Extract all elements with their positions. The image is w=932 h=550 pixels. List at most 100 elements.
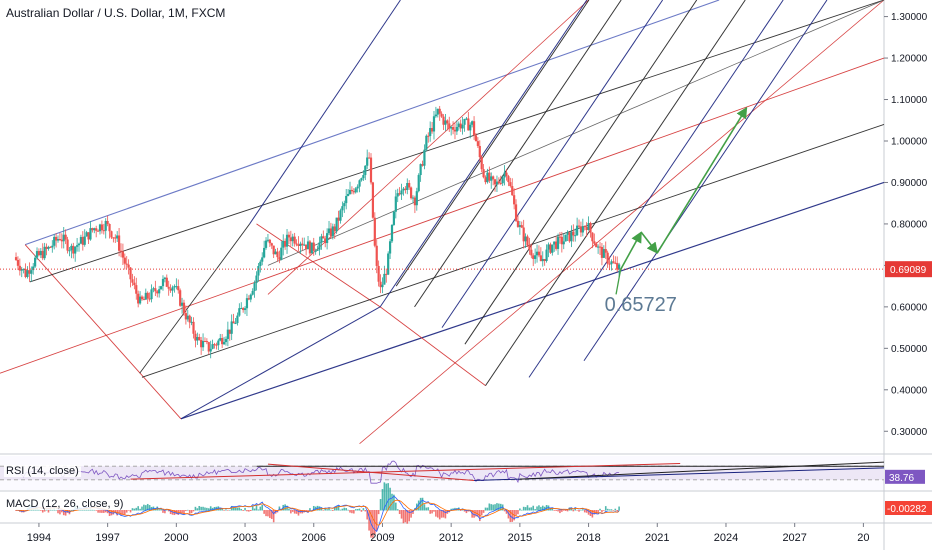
macd-histogram-bar <box>311 510 313 511</box>
candle-body <box>238 308 241 316</box>
candle-body <box>257 266 260 276</box>
macd-histogram-bar <box>236 507 239 511</box>
macd-histogram-bar <box>167 510 170 512</box>
candle-body <box>425 135 428 150</box>
candle-body <box>58 239 62 241</box>
candle-body <box>167 286 170 289</box>
macd-histogram-bar <box>604 506 607 511</box>
macd-histogram-bar <box>587 510 590 515</box>
macd-histogram-bar <box>122 510 124 515</box>
time-tick-label: 1997 <box>95 532 119 544</box>
candle-body <box>528 245 531 250</box>
macd-histogram-bar <box>192 510 195 512</box>
time-tick-label: 2015 <box>508 532 532 544</box>
time-tick-label: 2000 <box>164 532 188 544</box>
candle-body <box>535 251 539 256</box>
macd-histogram-bar <box>93 509 96 511</box>
macd-histogram-bar <box>614 508 617 511</box>
macd-histogram-bar <box>580 509 582 511</box>
candle-body <box>66 239 69 251</box>
candle-body <box>211 344 214 349</box>
candle-body <box>192 321 195 334</box>
macd-histogram-bar <box>190 510 193 514</box>
candle-body <box>158 289 161 294</box>
candle-body <box>442 116 445 125</box>
macd-histogram-bar <box>55 509 57 511</box>
candle-body <box>367 157 371 159</box>
macd-histogram-bar <box>103 510 105 513</box>
time-tick-label: 2003 <box>233 532 257 544</box>
candle-body <box>253 283 256 291</box>
candle-body <box>396 193 399 197</box>
candle-body <box>89 228 92 240</box>
candle-body <box>43 246 46 259</box>
annotation-pointer <box>615 269 622 295</box>
candle-body <box>350 189 354 192</box>
candle-body <box>369 157 373 183</box>
candle-body <box>358 180 361 187</box>
fork-tine-6 <box>464 0 698 345</box>
macd-histogram-bar <box>59 510 61 515</box>
macd-histogram-bar <box>221 508 223 511</box>
candle-body <box>476 141 479 146</box>
macd-histogram-bar <box>213 506 216 511</box>
macd-label[interactable]: MACD (12, 26, close, 9) <box>4 498 126 510</box>
candle-body <box>388 241 392 254</box>
macd-histogram-bar <box>494 504 496 511</box>
macd-histogram-bar <box>526 505 529 511</box>
macd-histogram-bar <box>188 510 191 514</box>
candle-body <box>30 270 33 274</box>
macd-histogram-bar <box>238 507 241 511</box>
candle-body <box>287 234 291 238</box>
macd-histogram-bar <box>423 504 426 511</box>
candle-body <box>188 315 191 323</box>
candle-body <box>409 187 413 199</box>
macd-histogram-bar <box>345 508 347 511</box>
candle-body <box>226 329 229 339</box>
median-line-1 <box>29 0 885 283</box>
macd-histogram-bar <box>164 510 166 514</box>
rsi-trendline-2 <box>130 462 681 480</box>
candle-body <box>305 244 308 250</box>
candle-body <box>245 298 249 309</box>
candle-body <box>560 236 563 245</box>
macd-histogram-bar <box>148 505 151 511</box>
candle-body <box>327 228 331 234</box>
macd-histogram-bar <box>181 510 183 514</box>
rsi-value-badge <box>885 469 925 484</box>
macd-histogram-bar <box>444 510 447 519</box>
macd-histogram-bar <box>482 510 485 513</box>
candle-body <box>318 242 321 250</box>
candle-body <box>200 340 203 348</box>
candle-body <box>516 220 520 227</box>
macd-histogram-bar <box>99 510 101 513</box>
candle-body <box>490 176 493 181</box>
candle-body <box>511 186 514 196</box>
candle-body <box>266 239 270 241</box>
candle-body <box>207 342 210 352</box>
candle-body <box>331 226 334 237</box>
candle-body <box>301 243 304 246</box>
rsi-label[interactable]: RSI (14, close) <box>4 465 81 477</box>
macd-histogram-bar <box>150 506 153 511</box>
macd-histogram-bar <box>143 504 145 511</box>
macd-histogram-bar <box>566 510 569 512</box>
candle-body <box>133 282 136 286</box>
macd-histogram-bar <box>288 508 290 511</box>
candle-body <box>14 257 18 260</box>
candle-body <box>507 176 510 183</box>
upper-trendline <box>25 0 720 246</box>
candle-body <box>138 296 142 304</box>
candle-body <box>509 182 512 187</box>
candle-body <box>232 321 235 324</box>
candle-body <box>402 188 405 191</box>
price-tick-label: 0.80000 <box>891 219 928 230</box>
candle-body <box>150 289 153 300</box>
macd-histogram-bar <box>127 510 130 511</box>
candle-body <box>520 225 523 228</box>
macd-histogram-bar <box>267 510 269 517</box>
macd-histogram-bar <box>139 508 141 511</box>
macd-histogram-bar <box>295 510 298 514</box>
candle-body <box>387 253 390 275</box>
